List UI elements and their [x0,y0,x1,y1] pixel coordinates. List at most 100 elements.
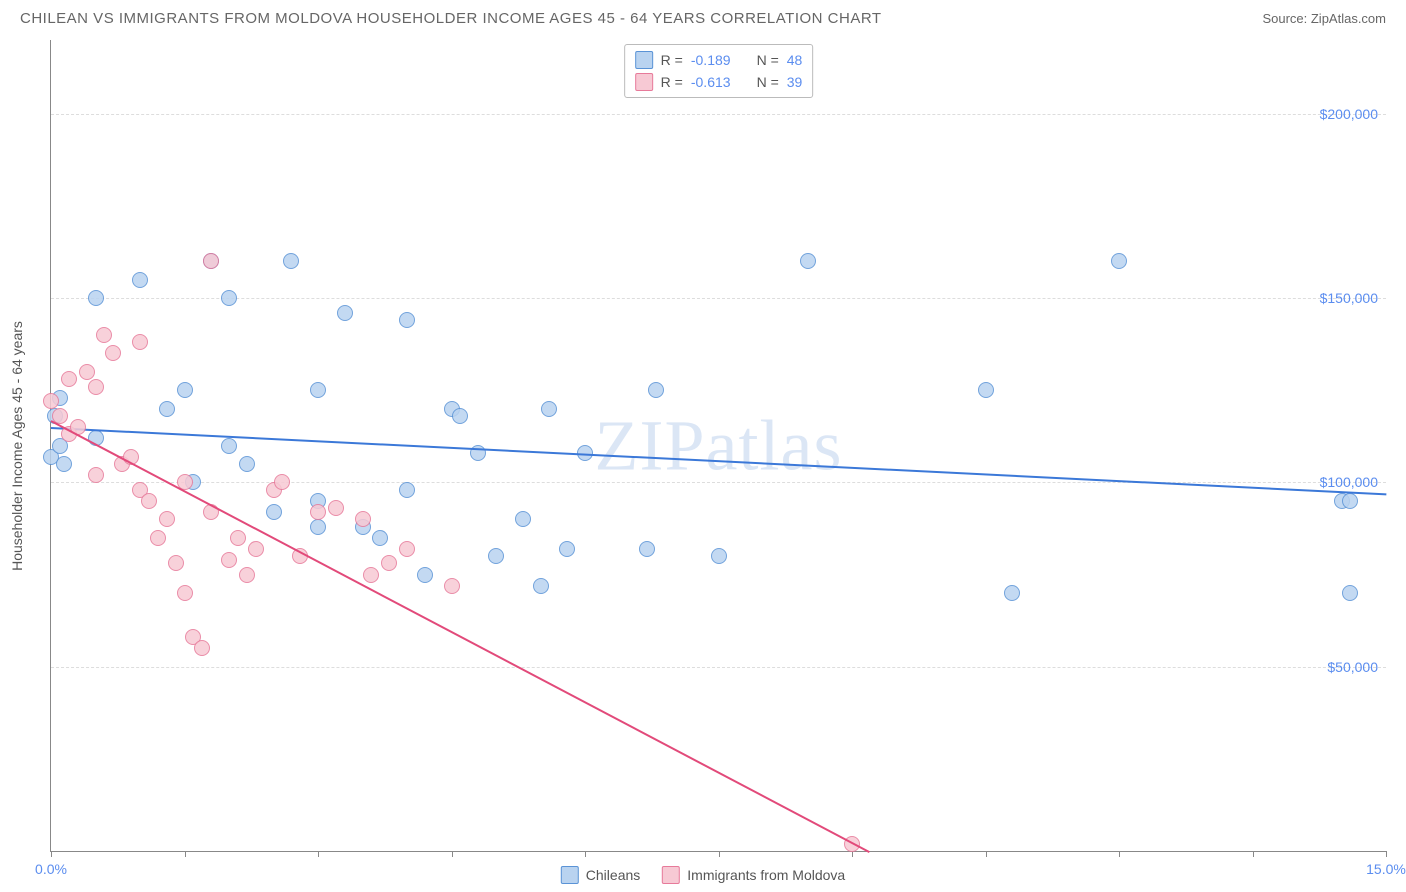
source-prefix: Source: [1262,11,1310,26]
data-point [417,567,433,583]
series-swatch [635,73,653,91]
data-point [381,555,397,571]
stat-n-label: N = [757,52,779,68]
series-swatch [635,51,653,69]
x-tick [1119,851,1120,857]
data-point [515,511,531,527]
x-tick [452,851,453,857]
data-point [363,567,379,583]
data-point [648,382,664,398]
data-point [1004,585,1020,601]
data-point [239,567,255,583]
data-point [61,371,77,387]
data-point [711,548,727,564]
source-label: Source: ZipAtlas.com [1262,11,1386,26]
data-point [399,312,415,328]
gridline [51,298,1386,299]
data-point [88,467,104,483]
data-point [177,585,193,601]
y-tick-label: $100,000 [1320,474,1378,490]
data-point [1111,253,1127,269]
watermark: ZIPatlas [595,404,843,487]
x-tick-label: 15.0% [1366,861,1406,877]
data-point [132,272,148,288]
data-point [79,364,95,380]
data-point [372,530,388,546]
data-point [488,548,504,564]
legend-label: Chileans [586,867,640,883]
data-point [43,393,59,409]
legend-swatch [662,866,680,884]
data-point [221,290,237,306]
x-tick [1386,851,1387,857]
gridline [51,667,1386,668]
data-point [978,382,994,398]
data-point [194,640,210,656]
x-tick [585,851,586,857]
data-point [274,474,290,490]
data-point [452,408,468,424]
data-point [105,345,121,361]
data-point [221,552,237,568]
stat-n-label: N = [757,74,779,90]
stat-n-value: 39 [787,74,803,90]
legend-swatch [561,866,579,884]
x-tick [719,851,720,857]
data-point [159,511,175,527]
chart-title: CHILEAN VS IMMIGRANTS FROM MOLDOVA HOUSE… [20,10,882,27]
data-point [1342,585,1358,601]
data-point [266,504,282,520]
x-tick [1253,851,1254,857]
data-point [159,401,175,417]
data-point [88,290,104,306]
data-point [203,253,219,269]
data-point [230,530,246,546]
stat-r-label: R = [661,52,683,68]
y-tick-label: $150,000 [1320,290,1378,306]
x-tick [51,851,52,857]
stat-r-value: -0.189 [691,52,731,68]
stats-row: R = -0.189 N = 48 [635,49,803,71]
data-point [96,327,112,343]
y-tick-label: $200,000 [1320,106,1378,122]
data-point [132,334,148,350]
legend-label: Immigrants from Moldova [687,867,845,883]
data-point [559,541,575,557]
stat-r-label: R = [661,74,683,90]
stat-n-value: 48 [787,52,803,68]
data-point [639,541,655,557]
stats-row: R =-0.613N =39 [635,71,803,93]
data-point [337,305,353,321]
stats-legend-box: R =-0.189N =48R =-0.613N =39 [624,44,814,98]
legend-item: Chileans [561,866,640,884]
series-legend: Chileans Immigrants from Moldova [561,866,845,884]
data-point [239,456,255,472]
data-point [1342,493,1358,509]
data-point [399,541,415,557]
x-tick [185,851,186,857]
trend-line [51,420,871,853]
data-point [88,379,104,395]
x-tick [318,851,319,857]
data-point [800,253,816,269]
source-link[interactable]: ZipAtlas.com [1311,11,1386,26]
data-point [541,401,557,417]
data-point [310,382,326,398]
data-point [328,500,344,516]
data-point [310,519,326,535]
data-point [283,253,299,269]
data-point [221,438,237,454]
data-point [150,530,166,546]
data-point [444,578,460,594]
scatter-chart: Householder Income Ages 45 - 64 years ZI… [50,40,1386,852]
x-tick [986,851,987,857]
y-axis-label: Householder Income Ages 45 - 64 years [9,321,25,571]
legend-item: Immigrants from Moldova [662,866,845,884]
data-point [177,382,193,398]
gridline [51,114,1386,115]
data-point [533,578,549,594]
data-point [310,504,326,520]
x-tick [852,851,853,857]
x-tick-label: 0.0% [35,861,67,877]
data-point [355,511,371,527]
